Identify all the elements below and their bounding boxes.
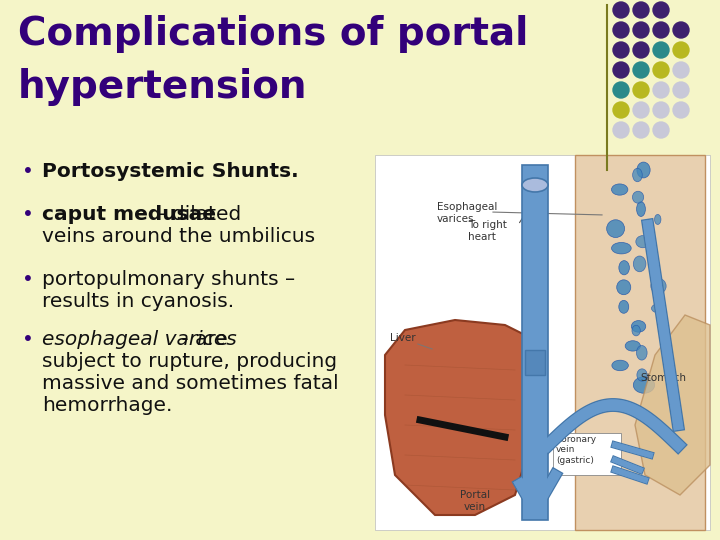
Bar: [522, 165, 548, 520]
Text: •: •: [22, 162, 34, 181]
Text: portopulmonary shunts –: portopulmonary shunts –: [42, 270, 295, 289]
Ellipse shape: [619, 261, 629, 275]
Ellipse shape: [617, 280, 631, 295]
Circle shape: [673, 42, 689, 58]
Text: hemorrhage.: hemorrhage.: [42, 396, 172, 415]
Ellipse shape: [625, 341, 640, 351]
Ellipse shape: [652, 304, 665, 313]
Ellipse shape: [611, 242, 631, 254]
Text: results in cyanosis.: results in cyanosis.: [42, 292, 234, 311]
Circle shape: [613, 102, 629, 118]
Text: hypertension: hypertension: [18, 68, 307, 106]
Circle shape: [633, 22, 649, 38]
Text: Portal
vein: Portal vein: [460, 490, 490, 511]
Circle shape: [613, 2, 629, 18]
Circle shape: [673, 22, 689, 38]
Ellipse shape: [651, 279, 666, 294]
Text: massive and sometimes fatal: massive and sometimes fatal: [42, 374, 338, 393]
Circle shape: [633, 62, 649, 78]
Ellipse shape: [612, 360, 629, 371]
Ellipse shape: [522, 178, 548, 192]
Bar: [525, 350, 545, 375]
Circle shape: [633, 122, 649, 138]
Circle shape: [673, 102, 689, 118]
Circle shape: [613, 122, 629, 138]
Ellipse shape: [631, 321, 646, 332]
Text: Portosystemic Shunts.: Portosystemic Shunts.: [42, 162, 299, 181]
Circle shape: [673, 62, 689, 78]
Text: Coronary
vein
(gastric): Coronary vein (gastric): [556, 435, 597, 465]
Text: caput medusae: caput medusae: [42, 205, 216, 224]
Circle shape: [613, 42, 629, 58]
Text: - are: - are: [175, 330, 228, 349]
Ellipse shape: [618, 300, 629, 313]
Ellipse shape: [632, 325, 640, 336]
Text: Complications of portal: Complications of portal: [18, 15, 528, 53]
Ellipse shape: [634, 256, 646, 272]
Ellipse shape: [633, 168, 642, 182]
Circle shape: [613, 22, 629, 38]
Ellipse shape: [654, 214, 661, 225]
Text: veins around the umbilicus: veins around the umbilicus: [42, 227, 315, 246]
Text: esophageal varices: esophageal varices: [42, 330, 237, 349]
Polygon shape: [635, 315, 710, 495]
FancyBboxPatch shape: [575, 155, 705, 530]
Text: •: •: [22, 205, 34, 224]
Ellipse shape: [637, 369, 647, 381]
Polygon shape: [385, 320, 545, 515]
Text: - dilated: - dilated: [152, 205, 241, 224]
Text: Stomach: Stomach: [640, 373, 686, 383]
Text: •: •: [22, 330, 34, 349]
Bar: [375, 155, 710, 530]
Circle shape: [633, 82, 649, 98]
Ellipse shape: [636, 235, 649, 248]
Circle shape: [633, 102, 649, 118]
Circle shape: [653, 82, 669, 98]
Text: Liver: Liver: [390, 333, 415, 343]
Circle shape: [653, 42, 669, 58]
Circle shape: [633, 2, 649, 18]
Text: subject to rupture, producing: subject to rupture, producing: [42, 352, 337, 371]
Circle shape: [653, 22, 669, 38]
Ellipse shape: [607, 220, 624, 238]
Bar: [553, 433, 621, 475]
Circle shape: [613, 62, 629, 78]
Ellipse shape: [632, 191, 644, 203]
Circle shape: [653, 122, 669, 138]
Circle shape: [653, 2, 669, 18]
Circle shape: [633, 42, 649, 58]
Circle shape: [673, 82, 689, 98]
Circle shape: [653, 102, 669, 118]
Text: Esophageal
varices: Esophageal varices: [437, 202, 498, 224]
Ellipse shape: [634, 377, 654, 393]
Text: •: •: [22, 270, 34, 289]
Text: To right
heart: To right heart: [468, 220, 507, 241]
Ellipse shape: [611, 184, 628, 195]
Circle shape: [613, 82, 629, 98]
Ellipse shape: [636, 346, 647, 360]
Ellipse shape: [636, 201, 645, 217]
Circle shape: [653, 62, 669, 78]
Ellipse shape: [637, 162, 650, 178]
